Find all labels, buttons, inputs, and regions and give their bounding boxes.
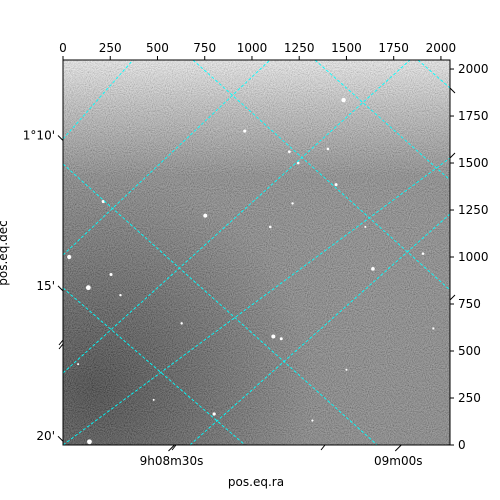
- plot-frame: [62, 59, 451, 446]
- top-tick-label: 2000: [426, 41, 457, 55]
- right-tick-label: 0: [458, 438, 466, 452]
- grid-line-1: [63, 60, 271, 256]
- star-3: [296, 161, 300, 165]
- star-22: [364, 225, 367, 228]
- dec-tick-mark: [57, 435, 64, 442]
- star-18: [421, 252, 425, 255]
- minor-world-tick: [171, 444, 177, 451]
- top-tick-label: 250: [99, 41, 122, 55]
- ra-tick-mark: [168, 444, 175, 452]
- right-tick-label: 500: [458, 344, 481, 358]
- star-20: [87, 439, 92, 445]
- y-axis-title: pos.eq.dec: [0, 220, 10, 285]
- grid-line-5: [192, 60, 450, 291]
- ra-tick-label: 9h08m30s: [140, 454, 204, 468]
- star-26: [311, 419, 314, 422]
- top-tick-label: 1750: [378, 41, 409, 55]
- star-24: [345, 368, 348, 371]
- star-0: [341, 97, 346, 103]
- minor-world-tick: [58, 343, 64, 350]
- star-4: [326, 147, 330, 151]
- grid-line-2: [63, 60, 411, 374]
- x-axis-title: pos.eq.ra: [228, 475, 284, 489]
- minor-world-tick: [58, 339, 64, 346]
- minor-world-tick: [449, 87, 456, 94]
- star-1: [243, 129, 247, 133]
- star-6: [334, 183, 338, 187]
- ra-tick-mark: [394, 444, 402, 452]
- grid-line-7: [63, 287, 246, 445]
- dec-tick-mark: [57, 285, 64, 292]
- right-tick-label: 1750: [458, 109, 489, 123]
- star-16: [279, 337, 283, 341]
- right-tick-label: 250: [458, 391, 481, 405]
- star-19: [212, 412, 216, 416]
- star-15: [271, 334, 276, 339]
- dec-tick-label: 1°10': [23, 128, 55, 142]
- right-tick-label: 2000: [458, 62, 489, 76]
- dec-tick-label: 15': [36, 279, 55, 293]
- star-13: [119, 293, 122, 297]
- star-21: [77, 363, 80, 366]
- top-tick-label: 500: [146, 41, 169, 55]
- star-2: [287, 150, 291, 154]
- sky-image: [63, 60, 450, 445]
- top-tick-label: 1500: [331, 41, 362, 55]
- grid-line-6: [63, 163, 378, 445]
- grid-line-8: [417, 60, 450, 89]
- grid-line-4: [189, 213, 450, 445]
- minor-world-tick: [320, 444, 326, 451]
- star-5: [291, 202, 294, 205]
- star-17: [371, 267, 375, 271]
- star-8: [268, 225, 272, 229]
- top-tick-label: 750: [193, 41, 216, 55]
- ra-tick-label: 09m00s: [374, 454, 422, 468]
- right-tick-label: 1000: [458, 250, 489, 264]
- noise-texture: [63, 60, 450, 445]
- star-10: [67, 254, 72, 260]
- dec-tick-label: 20': [36, 429, 55, 443]
- minor-world-tick: [449, 294, 456, 301]
- top-tick-label: 1250: [284, 41, 315, 55]
- grid-line-9: [314, 60, 450, 181]
- top-tick-label: 0: [59, 41, 67, 55]
- grid-line-0: [63, 60, 134, 140]
- right-tick-label: 1500: [458, 156, 489, 170]
- minor-world-tick: [449, 152, 456, 159]
- star-12: [85, 285, 91, 291]
- right-tick-label: 750: [458, 297, 481, 311]
- dec-tick-mark: [57, 135, 64, 141]
- right-tick-label: 1250: [458, 203, 489, 217]
- star-11: [109, 272, 113, 276]
- star-14: [180, 322, 183, 325]
- top-tick-label: 1000: [237, 41, 268, 55]
- star-23: [432, 327, 435, 330]
- star-7: [203, 213, 208, 218]
- star-25: [152, 398, 155, 401]
- grid-line-3: [63, 157, 450, 445]
